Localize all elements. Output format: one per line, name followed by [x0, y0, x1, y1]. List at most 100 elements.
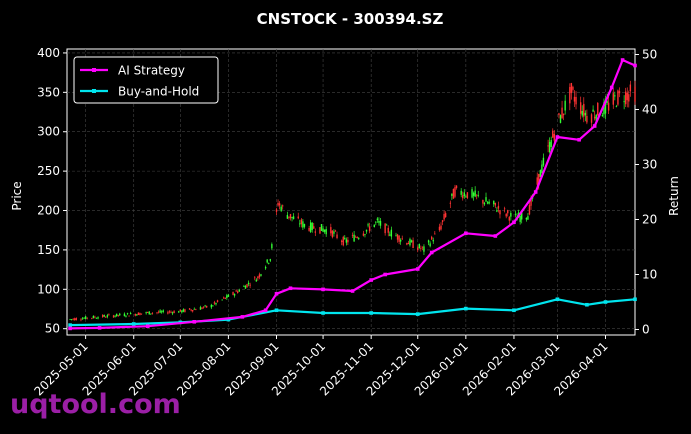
- buy-and-hold-point: [131, 322, 136, 326]
- candle-body: [184, 309, 186, 312]
- candle-body: [548, 141, 551, 153]
- y-left-tick-label: 100: [37, 282, 60, 296]
- candle-body: [379, 220, 382, 226]
- candle-body: [254, 277, 256, 279]
- candle-body: [590, 114, 593, 123]
- candle-body: [137, 312, 140, 316]
- ai-strategy-line: [70, 58, 636, 330]
- ai-strategy-point: [383, 272, 387, 277]
- candle-body: [423, 246, 425, 252]
- candle-body: [569, 87, 571, 104]
- candle-body: [634, 86, 636, 102]
- candle-body: [226, 295, 228, 299]
- candle-body: [626, 92, 628, 101]
- candle-body: [237, 291, 239, 293]
- candle-body: [204, 305, 206, 307]
- ai-strategy-point: [192, 320, 197, 324]
- ai-strategy-point: [369, 278, 373, 282]
- candle-body: [347, 239, 349, 243]
- candle-body: [462, 195, 464, 199]
- candle-body: [277, 203, 279, 206]
- candle-body: [497, 205, 500, 209]
- candle-body: [291, 216, 293, 219]
- y-right-tick-label: 40: [642, 103, 657, 117]
- candle-body: [344, 237, 346, 240]
- candle-body: [559, 115, 562, 123]
- candle-body: [417, 247, 419, 251]
- candle-body: [342, 236, 344, 246]
- candle-body: [614, 95, 616, 97]
- candle-body: [300, 219, 303, 225]
- candle-body: [311, 222, 313, 230]
- candle-body: [376, 218, 379, 221]
- candle-body: [95, 317, 98, 319]
- buy-and-hold-point: [555, 297, 560, 302]
- candle-body: [395, 235, 397, 237]
- candle-body: [232, 292, 234, 295]
- candle-body: [199, 307, 202, 310]
- candle-body: [213, 302, 216, 304]
- candle-body: [575, 96, 577, 105]
- candle-body: [592, 109, 594, 112]
- candle-body: [438, 226, 441, 231]
- candle-body: [255, 279, 258, 282]
- candle-body: [406, 243, 408, 245]
- candle-body: [482, 200, 484, 204]
- candle-body: [396, 234, 399, 240]
- candle-body: [562, 113, 565, 116]
- candle-body: [538, 173, 540, 185]
- candle-body: [159, 310, 161, 313]
- candle-body: [409, 238, 411, 246]
- candle-body: [503, 208, 506, 210]
- candle-body: [323, 229, 326, 232]
- candle-body: [221, 299, 223, 301]
- candle-body: [570, 83, 573, 94]
- candle-body: [235, 290, 237, 292]
- ai-strategy-point: [288, 286, 293, 291]
- candle-body: [579, 102, 582, 114]
- candle-body: [527, 216, 529, 220]
- candle-body: [162, 310, 164, 313]
- candle-body: [171, 312, 174, 314]
- ai-strategy-point: [609, 85, 614, 90]
- candle-body: [485, 197, 487, 202]
- candle-body: [362, 233, 365, 236]
- candle-body: [192, 310, 194, 312]
- candle-body: [173, 311, 175, 314]
- candle-body: [115, 313, 118, 317]
- candle-body: [390, 229, 393, 237]
- candle-body: [314, 231, 317, 233]
- candle-body: [260, 274, 262, 276]
- buy-and-hold-point: [274, 308, 279, 313]
- candle-body: [151, 312, 154, 314]
- candle-body: [514, 213, 517, 215]
- candle-body: [581, 110, 583, 116]
- y-left-tick-label: 200: [37, 204, 60, 218]
- candle-body: [150, 313, 152, 315]
- candle-body: [593, 116, 596, 119]
- candle-body: [542, 157, 545, 166]
- candle-body: [320, 224, 323, 231]
- candle-body: [410, 240, 413, 243]
- ai-strategy-point: [68, 326, 72, 331]
- candle-body: [69, 319, 71, 320]
- legend-marker-ai-strategy: [92, 68, 96, 72]
- candle-body: [257, 276, 259, 279]
- ai-strategy-point: [429, 250, 434, 255]
- candle-body: [114, 315, 116, 317]
- candle-body: [385, 224, 388, 226]
- candle-body: [264, 266, 267, 269]
- candle-body: [168, 311, 171, 313]
- ai-strategy-point: [592, 124, 597, 128]
- buy-and-hold-point: [603, 300, 608, 304]
- candle-body: [558, 113, 560, 116]
- candle-body: [247, 282, 250, 285]
- candle-body: [134, 313, 136, 316]
- candle-body: [181, 310, 183, 313]
- candle-body: [488, 201, 490, 204]
- candle-body: [288, 216, 290, 218]
- candle-body: [496, 210, 498, 212]
- candle-body: [105, 317, 107, 318]
- candle-body: [195, 309, 197, 311]
- candle-body: [188, 308, 191, 310]
